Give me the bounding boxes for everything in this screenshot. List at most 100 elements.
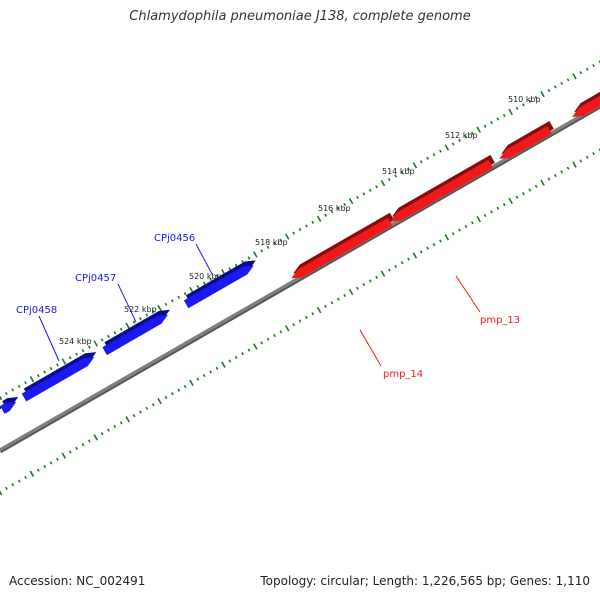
outer-tick-mark bbox=[522, 103, 525, 107]
inner-tick-mark bbox=[151, 403, 155, 407]
gene-label-cpj0457: CPj0457 bbox=[75, 273, 116, 284]
inner-tick-mark bbox=[394, 264, 398, 269]
inner-tick-mark bbox=[241, 352, 244, 356]
inner-tick-mark bbox=[29, 470, 35, 477]
inner-tick-mark bbox=[560, 170, 564, 174]
outer-tick-mark bbox=[260, 249, 264, 253]
inner-tick-mark bbox=[375, 275, 378, 279]
reverse-gene-arrow bbox=[572, 91, 600, 117]
outer-tick-mark bbox=[515, 106, 519, 110]
outer-tick-mark bbox=[343, 202, 347, 207]
outer-tick-mark bbox=[87, 345, 91, 349]
inner-tick-mark bbox=[566, 166, 570, 170]
outer-tick-mark bbox=[75, 352, 78, 356]
tick-label-512: 512 kbp bbox=[445, 131, 478, 140]
inner-tick-mark bbox=[189, 379, 194, 387]
leader-line-pmp13 bbox=[455, 275, 481, 313]
outer-tick-mark bbox=[170, 299, 174, 303]
inner-tick-mark bbox=[17, 479, 21, 483]
outer-tick-mark bbox=[368, 188, 372, 192]
inner-tick-mark bbox=[343, 293, 347, 298]
outer-tick-mark bbox=[426, 156, 430, 160]
outer-tick-mark bbox=[476, 126, 482, 133]
inner-tick-mark bbox=[132, 413, 136, 418]
inner-tick-mark bbox=[209, 370, 213, 374]
inner-tick-mark bbox=[502, 202, 506, 207]
outer-tick-mark bbox=[375, 185, 378, 189]
outer-tick-mark bbox=[579, 71, 583, 75]
inner-tick-mark bbox=[196, 377, 200, 381]
tick-label-520: 520 kbp bbox=[189, 272, 222, 281]
outer-tick-mark bbox=[444, 144, 450, 151]
reverse-strand-genes bbox=[291, 91, 600, 279]
inner-tick-mark bbox=[579, 159, 583, 163]
inner-tick-mark bbox=[572, 161, 577, 168]
outer-tick-mark bbox=[157, 304, 162, 312]
outer-tick-mark bbox=[81, 349, 85, 353]
outer-tick-mark bbox=[400, 170, 404, 175]
outer-tick-mark bbox=[29, 376, 35, 383]
inner-tick-mark bbox=[304, 315, 308, 319]
tick-label-514: 514 kbp bbox=[382, 167, 415, 176]
outer-tick-mark bbox=[209, 277, 213, 282]
outer-tick-mark bbox=[49, 366, 53, 371]
inner-tick-mark bbox=[11, 483, 15, 487]
outer-tick-mark bbox=[432, 153, 436, 157]
inner-tick-mark bbox=[221, 361, 226, 368]
inner-tick-track bbox=[0, 148, 600, 496]
gene-label-pmp13: pmp_13 bbox=[480, 315, 520, 326]
outer-tick-mark bbox=[183, 292, 187, 296]
outer-tick-mark bbox=[100, 338, 104, 342]
outer-tick-mark bbox=[585, 67, 589, 71]
outer-tick-mark bbox=[380, 179, 386, 187]
outer-tick-mark bbox=[387, 177, 391, 182]
outer-tick-mark bbox=[362, 192, 366, 196]
outer-tick-mark bbox=[407, 167, 410, 171]
inner-tick-mark bbox=[330, 301, 334, 305]
genome-summary-text: Topology: circular; Length: 1,226,565 bp… bbox=[260, 574, 590, 588]
forward-strand-genes bbox=[0, 260, 256, 414]
inner-tick-mark bbox=[362, 283, 366, 287]
inner-tick-mark bbox=[451, 232, 455, 236]
outer-tick-mark bbox=[93, 340, 99, 347]
outer-tick-mark bbox=[196, 284, 200, 289]
outer-tick-mark bbox=[451, 142, 455, 146]
inner-tick-mark bbox=[483, 213, 487, 218]
inner-tick-mark bbox=[68, 450, 72, 454]
inner-tick-mark bbox=[113, 424, 117, 429]
outer-tick-mark bbox=[177, 295, 181, 299]
outer-tick-mark bbox=[132, 320, 136, 324]
inner-tick-mark bbox=[253, 343, 258, 350]
outer-tick-mark bbox=[151, 309, 155, 314]
inner-tick-mark bbox=[534, 184, 538, 188]
outer-tick-mark bbox=[439, 149, 442, 153]
outer-tick-mark bbox=[470, 131, 474, 135]
reverse-gene-arrow bbox=[390, 154, 495, 222]
leader-line-cpj0457 bbox=[117, 283, 137, 323]
inner-tick-mark bbox=[75, 446, 78, 450]
outer-tick-mark bbox=[419, 160, 423, 164]
outer-tick-mark bbox=[24, 381, 27, 385]
outer-tick-mark bbox=[412, 162, 418, 169]
map-title: Chlamydophila pneumoniae J138, complete … bbox=[129, 9, 471, 24]
outer-tick-mark bbox=[68, 356, 72, 360]
outer-tick-mark bbox=[273, 242, 276, 246]
reverse-gene-arrow bbox=[291, 212, 395, 279]
inner-tick-mark bbox=[592, 152, 596, 156]
gene-label-cpj0456: CPj0456 bbox=[154, 233, 195, 244]
outer-tick-mark bbox=[508, 108, 513, 116]
outer-tick-mark bbox=[36, 374, 40, 378]
outer-tick-mark bbox=[56, 363, 59, 367]
inner-tick-mark bbox=[36, 468, 40, 472]
outer-tick-mark bbox=[553, 85, 557, 89]
outer-tick-mark bbox=[540, 90, 545, 98]
inner-tick-mark bbox=[515, 195, 519, 199]
outer-tick-mark bbox=[279, 238, 283, 242]
inner-tick-mark bbox=[157, 397, 162, 405]
outer-tick-mark bbox=[228, 267, 232, 271]
inner-tick-mark bbox=[266, 337, 270, 341]
gene-label-pmp14: pmp_14 bbox=[383, 369, 423, 380]
inner-tick-mark bbox=[553, 173, 557, 178]
outer-tick-mark bbox=[113, 331, 117, 335]
